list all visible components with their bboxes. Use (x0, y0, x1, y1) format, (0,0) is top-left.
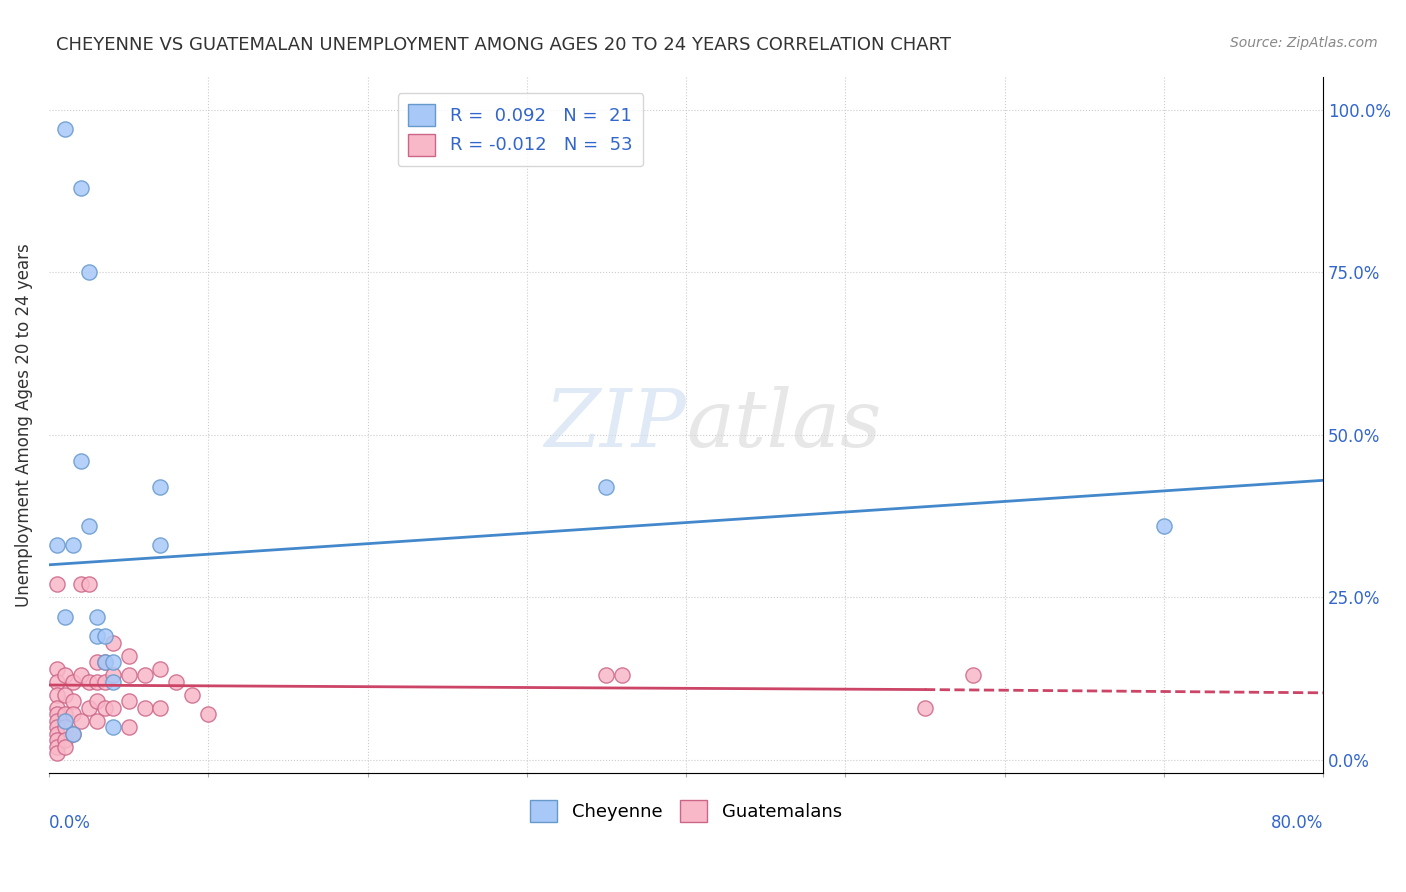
Point (86, 694, 108, 708)
Point (62, 674, 84, 689)
Point (45, 688, 67, 702)
Point (45, 538, 67, 552)
Point (53, 739, 76, 754)
Point (93, 700, 115, 714)
Point (117, 720, 139, 734)
Point (53, 707, 76, 722)
Legend: Cheyenne, Guatemalans: Cheyenne, Guatemalans (519, 789, 853, 833)
Point (69, 714, 91, 728)
Point (86, 714, 108, 728)
Point (62, 707, 84, 722)
Text: 0.0%: 0.0% (49, 814, 91, 832)
Point (86, 629, 108, 643)
Point (69, 454, 91, 468)
Point (149, 700, 172, 714)
Point (62, 538, 84, 552)
Point (86, 609, 108, 624)
Point (117, 694, 139, 708)
Text: 80.0%: 80.0% (1271, 814, 1323, 832)
Point (181, 688, 204, 702)
Point (45, 674, 67, 689)
Point (101, 720, 124, 734)
Point (101, 700, 124, 714)
Point (86, 674, 108, 689)
Point (134, 700, 156, 714)
Point (101, 655, 124, 669)
Point (93, 629, 115, 643)
Point (45, 700, 67, 714)
Point (45, 720, 67, 734)
Point (93, 674, 115, 689)
Point (69, 668, 91, 682)
Y-axis label: Unemployment Among Ages 20 to 24 years: Unemployment Among Ages 20 to 24 years (15, 244, 32, 607)
Point (595, 668, 617, 682)
Point (101, 636, 124, 650)
Point (93, 655, 115, 669)
Point (45, 577, 67, 591)
Point (86, 655, 108, 669)
Text: atlas: atlas (686, 386, 882, 464)
Point (45, 662, 67, 676)
Point (69, 577, 91, 591)
Point (53, 720, 76, 734)
Point (53, 668, 76, 682)
Point (197, 707, 219, 722)
Point (77, 577, 100, 591)
Point (914, 700, 936, 714)
Text: CHEYENNE VS GUATEMALAN UNEMPLOYMENT AMONG AGES 20 TO 24 YEARS CORRELATION CHART: CHEYENNE VS GUATEMALAN UNEMPLOYMENT AMON… (56, 36, 952, 54)
Point (45, 739, 67, 754)
Point (77, 700, 100, 714)
Point (45, 707, 67, 722)
Point (45, 714, 67, 728)
Point (117, 648, 139, 663)
Point (101, 668, 124, 682)
Point (93, 655, 115, 669)
Point (53, 688, 76, 702)
Point (69, 181, 91, 195)
Text: ZIP: ZIP (544, 386, 686, 464)
Point (53, 609, 76, 624)
Point (77, 518, 100, 533)
Point (149, 662, 172, 676)
Point (45, 746, 67, 760)
Point (612, 668, 634, 682)
Point (62, 727, 84, 741)
Point (149, 538, 172, 552)
Point (595, 480, 617, 494)
Point (165, 674, 187, 689)
Point (45, 727, 67, 741)
Point (149, 480, 172, 494)
Point (45, 733, 67, 747)
Point (101, 674, 124, 689)
Point (1153, 518, 1175, 533)
Point (62, 694, 84, 708)
Point (117, 668, 139, 682)
Point (62, 727, 84, 741)
Point (53, 714, 76, 728)
Point (962, 668, 984, 682)
Point (77, 265, 100, 279)
Point (53, 733, 76, 747)
Point (134, 668, 156, 682)
Point (53, 122, 76, 136)
Text: Source: ZipAtlas.com: Source: ZipAtlas.com (1230, 36, 1378, 50)
Point (77, 674, 100, 689)
